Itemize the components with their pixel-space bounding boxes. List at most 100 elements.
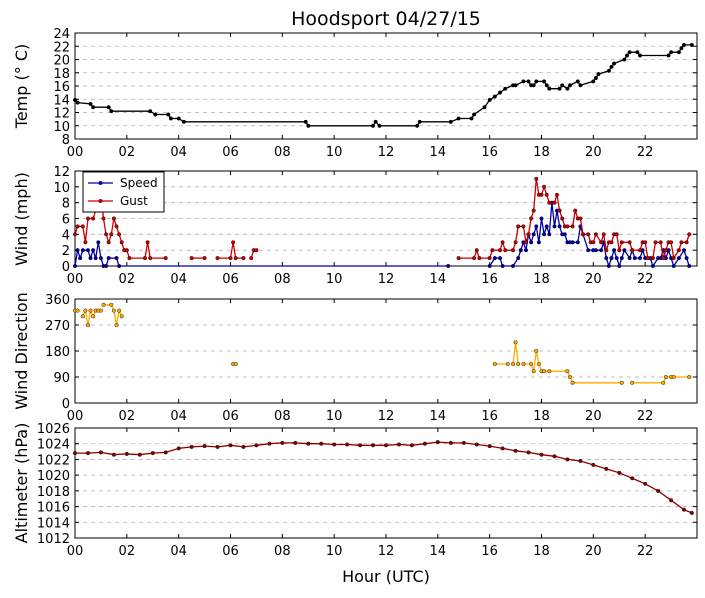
direction-x-tick-label: 06 bbox=[222, 409, 239, 424]
temp-series-point bbox=[168, 116, 173, 121]
temp-series-point bbox=[568, 83, 573, 88]
temp-x-tick-label: 00 bbox=[67, 145, 84, 160]
direction-series-point bbox=[85, 323, 90, 328]
gust-series-point bbox=[148, 256, 153, 261]
speed-series-point bbox=[687, 264, 692, 269]
temp-series-point bbox=[166, 112, 171, 117]
speed-series-point bbox=[78, 256, 83, 261]
altimeter-x-tick-label: 16 bbox=[481, 544, 498, 559]
temp-x-tick-label: 16 bbox=[481, 145, 498, 160]
temp-x-tick-label: 08 bbox=[274, 145, 291, 160]
speed-series-point bbox=[557, 224, 562, 229]
temp-series-point bbox=[91, 105, 96, 110]
gust-series-point bbox=[661, 256, 666, 261]
gust-series-point bbox=[513, 240, 518, 245]
temp-series-point bbox=[72, 97, 77, 102]
altimeter-series-point bbox=[163, 450, 168, 455]
altimeter-series-point bbox=[422, 441, 427, 446]
speed-series-point bbox=[492, 256, 497, 261]
temp-series-point bbox=[448, 119, 453, 124]
speed-series-point bbox=[539, 216, 544, 221]
speed-series-point bbox=[104, 264, 109, 269]
altimeter-series-point bbox=[630, 476, 635, 481]
direction-series-point bbox=[536, 362, 541, 367]
temp-series-point bbox=[109, 109, 114, 114]
temp-series-point bbox=[625, 53, 630, 58]
wind-y-tick-label: 8 bbox=[62, 197, 70, 212]
gust-series-point bbox=[498, 248, 503, 253]
temp-frame bbox=[74, 32, 698, 140]
gust-series-point bbox=[202, 256, 207, 261]
wind-x-tick-label: 10 bbox=[326, 272, 343, 287]
wind-legend bbox=[82, 171, 165, 213]
gust-series-point bbox=[547, 200, 552, 205]
altimeter-y-tick-label: 1026 bbox=[37, 422, 70, 437]
wind-x-tick-label: 00 bbox=[67, 272, 84, 287]
altimeter-y-tick-label: 1018 bbox=[37, 485, 70, 500]
temp-series-point bbox=[526, 79, 531, 84]
speed-series-point bbox=[511, 264, 516, 269]
direction-series-point bbox=[119, 314, 124, 319]
temp-series-point bbox=[622, 57, 627, 62]
direction-x-tick-label: 10 bbox=[326, 409, 343, 424]
gust-series-point bbox=[233, 256, 238, 261]
altimeter-series-point bbox=[267, 441, 272, 446]
altimeter-series-point bbox=[228, 443, 233, 448]
speed-series-line bbox=[74, 242, 449, 267]
direction-x-tick-label: 22 bbox=[637, 409, 654, 424]
temp-series-point bbox=[415, 123, 420, 128]
direction-frame bbox=[74, 298, 698, 404]
direction-series-point bbox=[661, 380, 666, 385]
altimeter-series-point bbox=[85, 451, 90, 456]
altimeter-series-point bbox=[215, 444, 220, 449]
speed-series-point bbox=[604, 256, 609, 261]
altimeter-series-point bbox=[137, 452, 142, 457]
gust-series-point bbox=[91, 216, 96, 221]
temp-x-tick-label: 12 bbox=[378, 145, 395, 160]
altimeter-x-tick-label: 06 bbox=[222, 544, 239, 559]
temp-series-point bbox=[153, 112, 158, 117]
direction-x-tick-label: 12 bbox=[378, 409, 395, 424]
legend-gust-marker bbox=[98, 198, 103, 203]
gust-series-point bbox=[578, 216, 583, 221]
altimeter-y-tick-label: 1022 bbox=[37, 453, 70, 468]
temp-series-point bbox=[456, 116, 461, 121]
gust-series-point bbox=[627, 240, 632, 245]
gust-series-point bbox=[85, 216, 90, 221]
speed-series-point bbox=[531, 232, 536, 237]
altimeter-series-point bbox=[98, 450, 103, 455]
speed-series-point bbox=[80, 248, 85, 253]
altimeter-y-tick-label: 1016 bbox=[37, 501, 70, 516]
speed-series-point bbox=[487, 264, 492, 269]
temp-y-tick-label: 24 bbox=[53, 27, 70, 42]
gust-series-point bbox=[231, 240, 236, 245]
speed-series-point bbox=[117, 264, 122, 269]
gust-series-point bbox=[669, 240, 674, 245]
gust-series-point bbox=[516, 224, 521, 229]
temp-series-point bbox=[371, 123, 376, 128]
gust-series-point bbox=[643, 240, 648, 245]
gust-series-point bbox=[684, 240, 689, 245]
altimeter-series-point bbox=[669, 498, 674, 503]
altimeter-series-point bbox=[358, 443, 363, 448]
temp-series-point bbox=[377, 123, 382, 128]
altimeter-series-point bbox=[150, 451, 155, 456]
gust-series-point bbox=[529, 216, 534, 221]
direction-series-point bbox=[511, 362, 516, 367]
altimeter-y-axis-label: Altimeter (hPa) bbox=[12, 423, 31, 544]
gust-series-point bbox=[658, 240, 663, 245]
altimeter-series-point bbox=[656, 488, 661, 493]
direction-series-line bbox=[512, 342, 519, 365]
temp-series-point bbox=[148, 109, 153, 114]
altimeter-series-point bbox=[513, 448, 518, 453]
direction-series-line bbox=[523, 350, 622, 384]
altimeter-series-point bbox=[371, 443, 376, 448]
gust-series-point bbox=[526, 232, 531, 237]
gust-series-point bbox=[650, 256, 655, 261]
speed-series-point bbox=[632, 256, 637, 261]
temp-x-tick-label: 10 bbox=[326, 145, 343, 160]
speed-series-point bbox=[96, 240, 101, 245]
